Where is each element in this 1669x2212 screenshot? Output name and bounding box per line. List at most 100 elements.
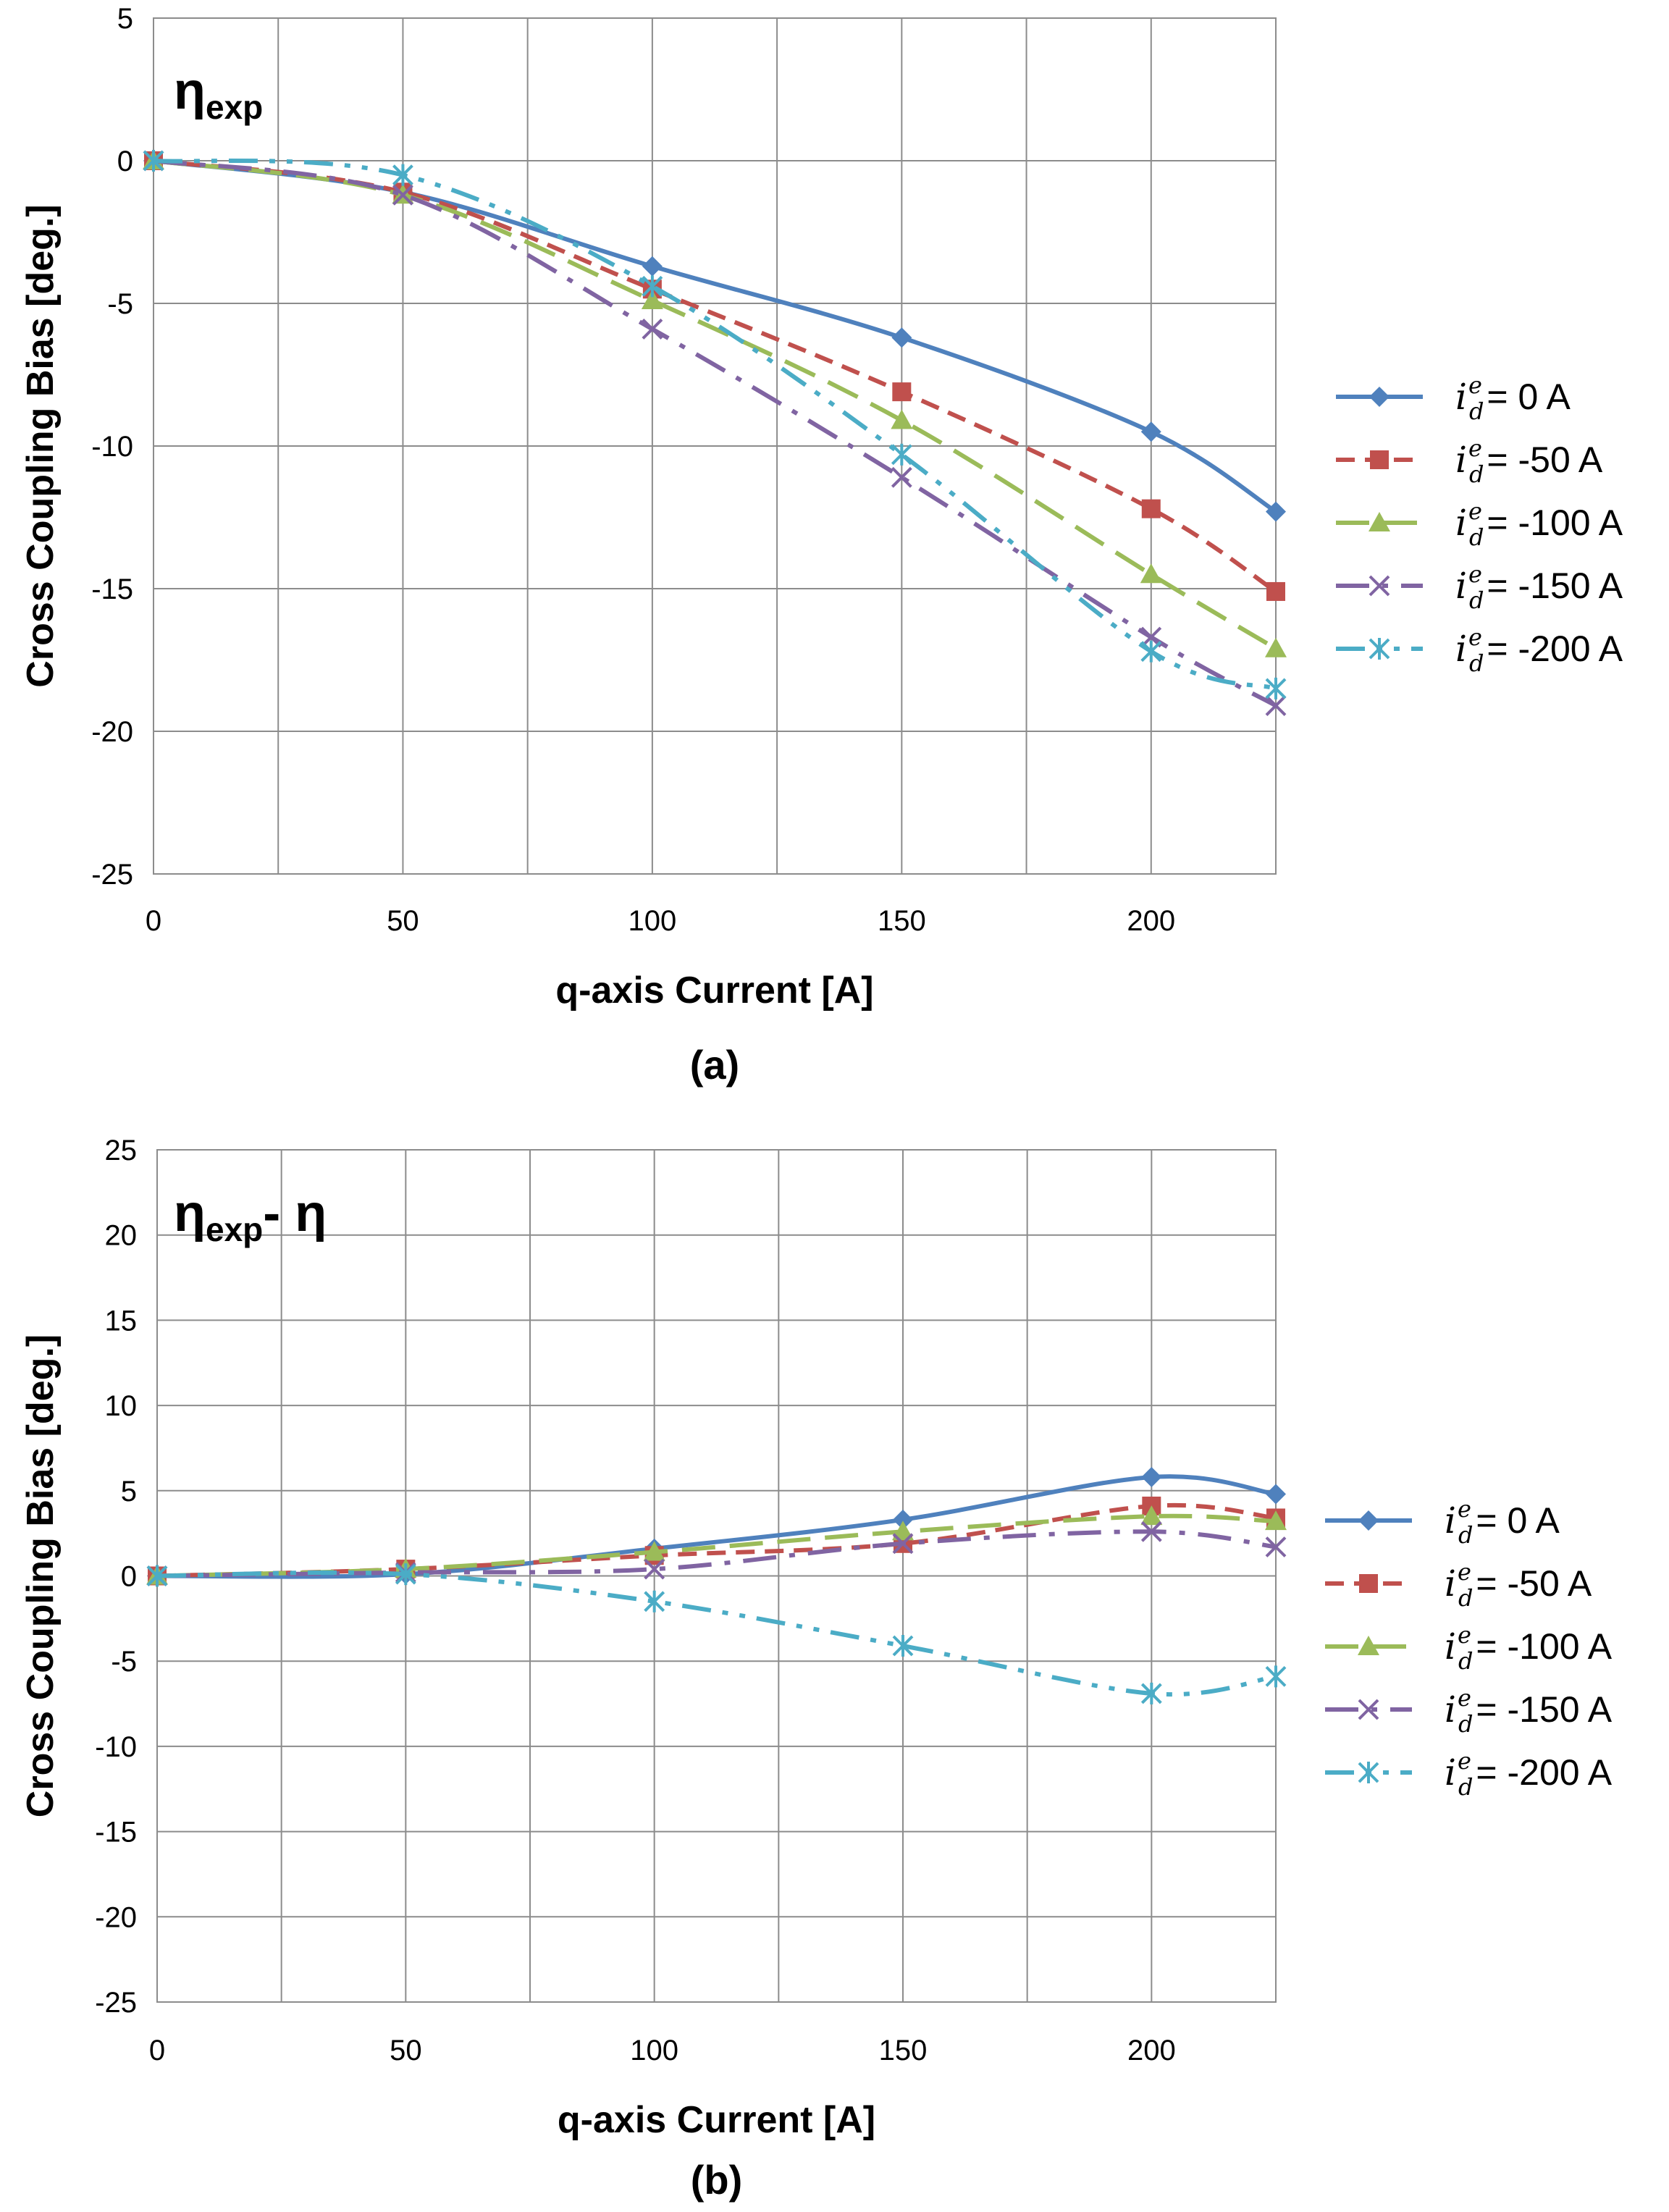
x-axis-label: q-axis Current [A] <box>555 970 873 1012</box>
y-tick-label: 5 <box>117 3 133 35</box>
plot-annotation: ηexp <box>174 62 263 126</box>
legend-label: ie d= 0 A <box>1455 371 1571 425</box>
x-tick-label: 50 <box>390 2035 422 2066</box>
legend-marker <box>1369 387 1390 407</box>
legend-entry: ie d= -100 A <box>1336 497 1623 551</box>
y-tick-label: -10 <box>91 431 133 463</box>
y-tick-label: -15 <box>91 573 133 605</box>
data-point <box>644 1558 665 1580</box>
legend-label: ie d= -150 A <box>1455 560 1623 614</box>
y-tick-label: 15 <box>105 1305 138 1337</box>
x-tick-label: 150 <box>879 2035 928 2066</box>
data-point <box>892 1521 914 1541</box>
data-point <box>1140 421 1161 442</box>
data-point <box>891 327 912 348</box>
data-point <box>1140 1505 1163 1526</box>
data-point <box>1140 640 1162 663</box>
data-point <box>642 319 663 340</box>
data-point <box>1140 563 1162 584</box>
data-point <box>893 1509 913 1530</box>
legend-label: ie d= -100 A <box>1445 1621 1613 1675</box>
data-point <box>892 382 912 402</box>
data-point <box>1141 1466 1162 1487</box>
series-4 <box>143 150 1287 699</box>
data-point <box>1265 695 1287 716</box>
y-tick-label: -15 <box>95 1817 137 1849</box>
legend-entry: ie d= -50 A <box>1336 434 1603 488</box>
data-point <box>143 150 164 172</box>
legend-label: ie d= -200 A <box>1455 623 1623 677</box>
data-point <box>395 1563 416 1586</box>
series-4 <box>146 1563 1287 1704</box>
y-tick-label: 25 <box>105 1135 138 1166</box>
data-point <box>892 1635 914 1657</box>
y-tick-label: -5 <box>111 1646 137 1678</box>
data-point <box>644 1590 665 1612</box>
data-point <box>641 290 663 310</box>
data-point <box>1266 1484 1286 1505</box>
data-point <box>1265 1536 1287 1557</box>
x-tick-label: 200 <box>1127 905 1175 937</box>
data-point <box>642 275 663 298</box>
data-point <box>1265 1665 1287 1688</box>
legend-label: ie d= -100 A <box>1455 497 1623 551</box>
y-tick-label: -20 <box>91 716 133 748</box>
y-tick-label: -5 <box>107 288 133 320</box>
x-tick-label: 150 <box>878 905 926 937</box>
y-tick-label: 20 <box>105 1220 138 1252</box>
x-axis-label: q-axis Current [A] <box>558 2099 875 2141</box>
legend-marker <box>1370 450 1389 469</box>
legend-marker <box>1369 575 1390 597</box>
y-tick-label: -10 <box>95 1731 137 1763</box>
legend-marker <box>1369 512 1390 531</box>
data-point <box>1140 1521 1162 1542</box>
legend-marker <box>1358 1699 1379 1720</box>
data-point <box>891 443 912 466</box>
legend-label: ie d= 0 A <box>1445 1495 1560 1549</box>
data-point <box>1265 637 1287 657</box>
legend-label: ie d= -50 A <box>1455 434 1603 488</box>
y-tick-label: -20 <box>95 1901 137 1933</box>
data-point <box>1266 581 1285 601</box>
legend-entry: ie d= -50 A <box>1325 1558 1592 1612</box>
data-point <box>643 1541 665 1561</box>
y-tick-label: 0 <box>121 1561 137 1593</box>
legend-entry: ie d= -200 A <box>1325 1747 1613 1801</box>
y-tick-label: 10 <box>105 1390 138 1422</box>
legend-entry: ie d= 0 A <box>1336 371 1571 425</box>
panel-label: (a) <box>690 1042 739 1088</box>
legend-marker <box>1358 1762 1379 1783</box>
panel-label: (b) <box>691 2157 743 2203</box>
x-tick-label: 0 <box>149 2035 165 2066</box>
legend-label: ie d= -150 A <box>1445 1684 1613 1738</box>
data-point <box>392 164 413 186</box>
x-tick-label: 50 <box>387 905 419 937</box>
y-tick-label: 5 <box>121 1476 137 1507</box>
data-point <box>642 256 663 277</box>
y-tick-label: -25 <box>95 1987 137 2019</box>
legend-label: ie d= -50 A <box>1445 1558 1592 1612</box>
data-point <box>1141 499 1161 518</box>
legend-marker <box>1358 1636 1379 1655</box>
legend-marker <box>1359 1574 1378 1593</box>
legend-entry: ie d= 0 A <box>1325 1495 1560 1549</box>
data-point <box>1265 677 1287 699</box>
y-tick-label: -25 <box>91 859 133 891</box>
data-point <box>1140 1682 1162 1704</box>
legend-marker <box>1358 1510 1379 1531</box>
data-point <box>392 184 413 206</box>
y-axis-label: Cross Coupling Bias [deg.] <box>20 1334 62 1817</box>
legend-entry: ie d= -100 A <box>1325 1621 1613 1675</box>
legend-entry: ie d= -150 A <box>1325 1684 1613 1738</box>
data-point <box>1265 1510 1287 1531</box>
y-tick-label: 0 <box>117 146 133 177</box>
legend-entry: ie d= -200 A <box>1336 623 1623 677</box>
data-point <box>891 409 913 429</box>
x-tick-label: 100 <box>630 2035 678 2066</box>
legend-entry: ie d= -150 A <box>1336 560 1623 614</box>
x-tick-label: 200 <box>1127 2035 1176 2066</box>
data-point <box>146 1565 168 1587</box>
